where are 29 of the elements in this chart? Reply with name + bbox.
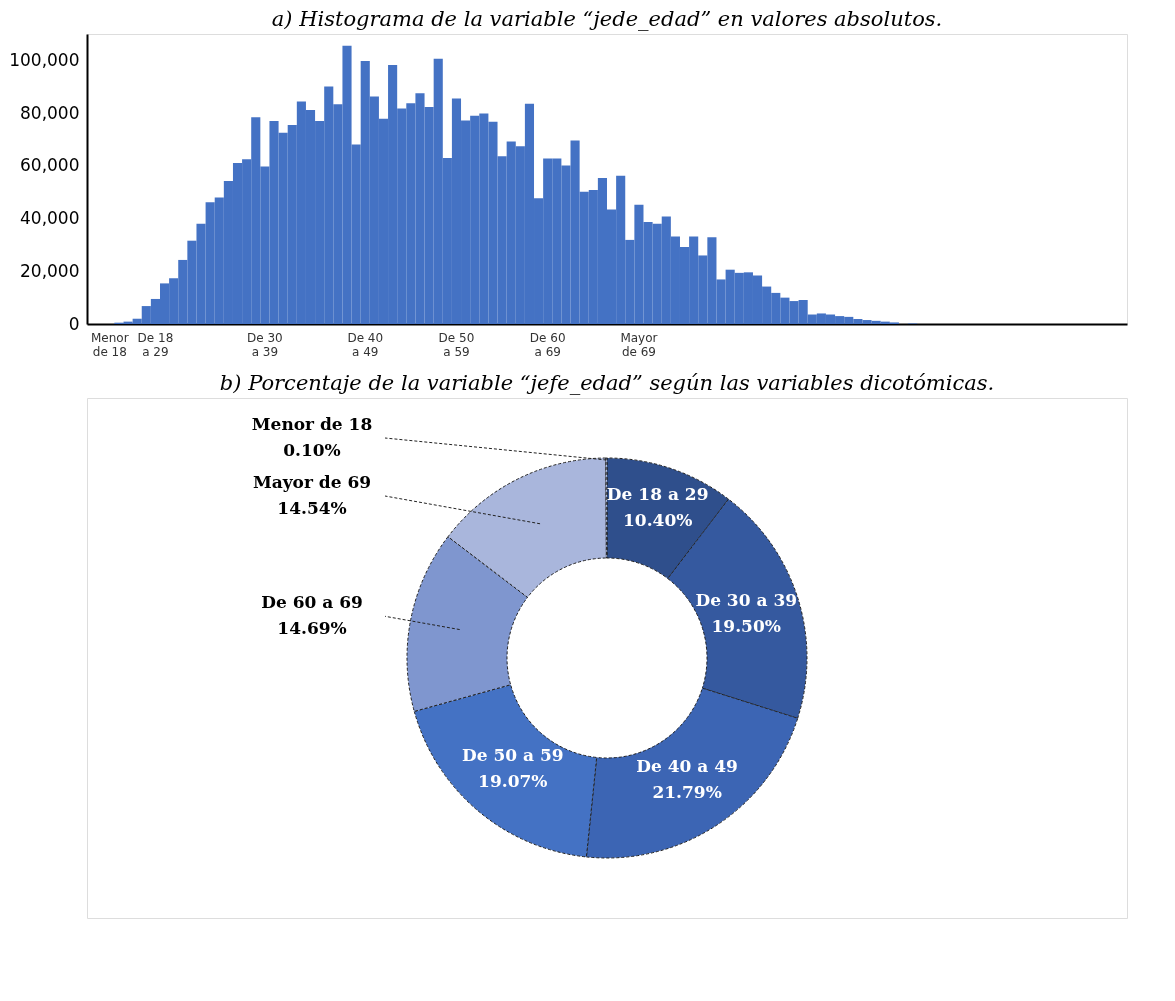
slice-label: De 30 a 39 xyxy=(695,590,798,611)
data-label: 19.50% xyxy=(711,616,781,637)
y-tick-label: 40,000 xyxy=(20,208,80,229)
y-tick-label: 0 xyxy=(68,313,80,334)
slice-label: De 60 a 69 xyxy=(261,592,363,613)
data-label: 0.10% xyxy=(283,440,341,460)
x-tick-label: Mayor de 69 xyxy=(620,330,658,359)
y-tick-label: 100,000 xyxy=(9,49,80,70)
chart-title: a) Histograma de la variable “jede_edad” en valores absolutos. xyxy=(271,7,943,31)
x-tick-label: De 40 a 49 xyxy=(347,330,384,359)
y-tick-label: 80,000 xyxy=(20,102,80,123)
y-tick-label: 20,000 xyxy=(20,260,80,281)
slice-label: Menor de 18 xyxy=(251,414,373,434)
slice-label: Mayor de 69 xyxy=(252,472,372,492)
slice-label: De 50 a 59 xyxy=(461,745,564,766)
x-tick-label: Menor de 18 xyxy=(90,330,129,359)
slice-label: De 18 a 29 xyxy=(606,484,709,505)
x-tick-label: De 50 a 59 xyxy=(438,330,475,359)
y-tick-label: 60,000 xyxy=(20,155,80,176)
slice-label: De 40 a 49 xyxy=(636,756,738,777)
x-tick-label: De 60 a 69 xyxy=(529,330,566,359)
data-label: 14.54% xyxy=(277,498,347,518)
data-label: 10.40% xyxy=(622,510,693,531)
data-label: 21.79% xyxy=(652,782,722,803)
data-label: 19.07% xyxy=(478,771,548,792)
x-tick-label: De 18 a 29 xyxy=(137,330,174,359)
x-tick-label: De 30 a 39 xyxy=(247,330,283,359)
data-label: 14.69% xyxy=(277,618,347,639)
chart-title: b) Porcentaje de la variable “jefe_edad” según las variables dicotómicas. xyxy=(219,371,995,395)
